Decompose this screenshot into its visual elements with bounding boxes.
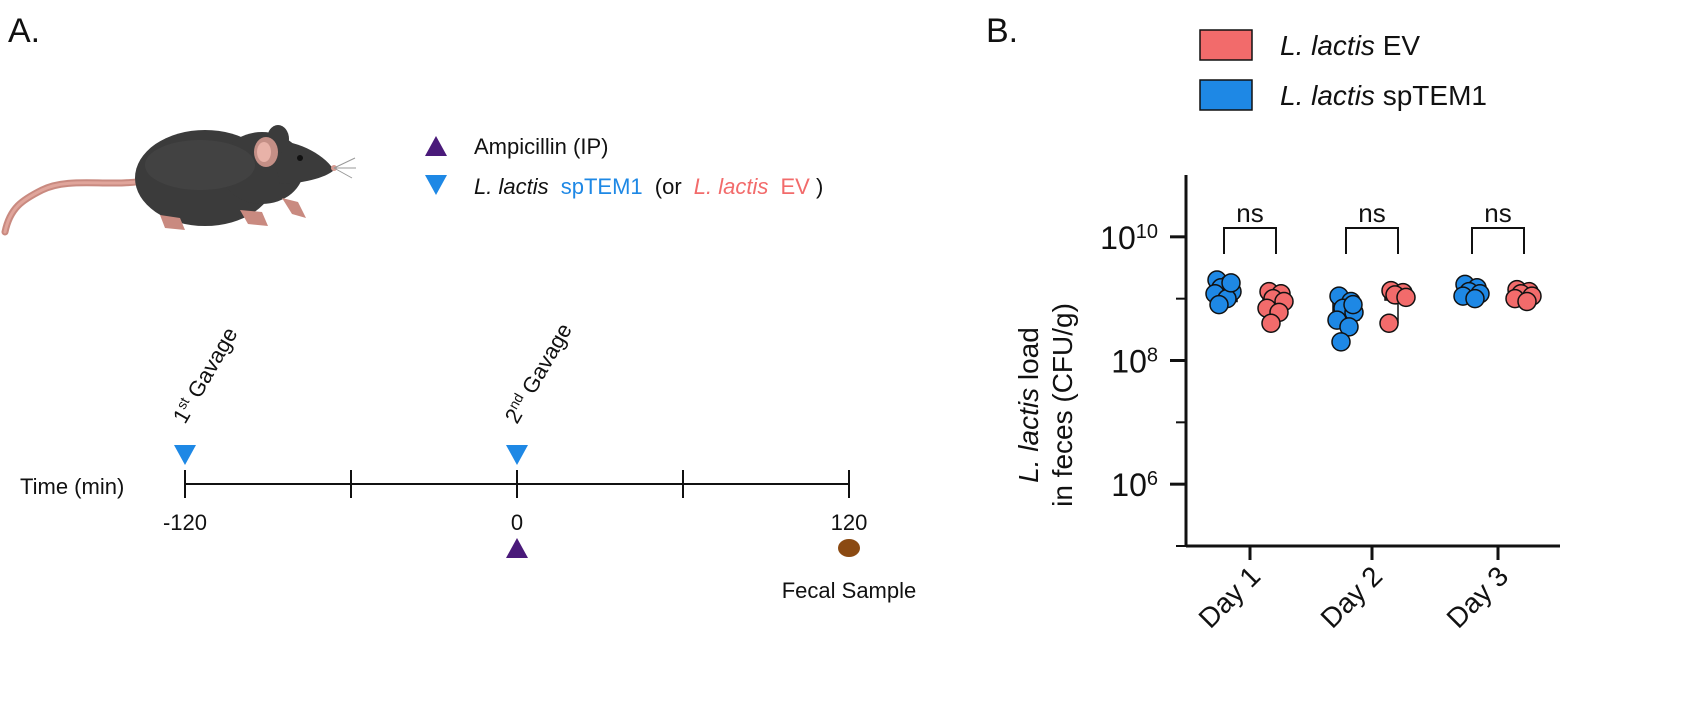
timeline-tick-label: -120 — [163, 510, 207, 535]
significance-label: ns — [1358, 198, 1385, 228]
ampicillin-up-triangle-icon — [425, 136, 447, 156]
significance-bracket — [1223, 227, 1277, 254]
data-point — [1379, 313, 1399, 334]
panel-b-label: B. — [986, 12, 1018, 50]
second-gavage-label: 2nd Gavage — [499, 318, 577, 427]
data-point — [1339, 317, 1359, 337]
fecal-sample-label: Fecal Sample — [782, 578, 917, 603]
data-point — [1465, 288, 1485, 309]
legend-entry-label: L. lactis EV — [1280, 30, 1420, 61]
y-axis-label-rest: load — [1013, 327, 1044, 388]
x-tick-label: Day 1 — [1193, 560, 1267, 634]
y-tick-label: 106 — [1111, 467, 1158, 503]
data-point — [1331, 332, 1351, 352]
first-gavage-marker-icon — [174, 445, 196, 465]
plot-marks: ns ns ns — [1205, 198, 1542, 352]
x-tick-label: Day 2 — [1315, 560, 1389, 634]
second-gavage-sup: nd — [505, 390, 527, 411]
ampicillin-legend-label: Ampicillin (IP) — [474, 134, 608, 159]
timeline-tick-label: 0 — [511, 510, 523, 535]
y-axis-label-line1: L. lactis load — [1013, 327, 1044, 483]
first-gavage-label: 1st Gavage — [167, 322, 243, 427]
x-ticks: Day 1 Day 2 Day 3 — [1193, 546, 1515, 634]
timeline: Time (min) -120 0 120 Fecal Sample 1st Gav… — [20, 318, 917, 603]
strain-alt-open: (or — [655, 174, 682, 199]
data-point — [1209, 294, 1229, 315]
y-tick-label: 108 — [1111, 344, 1158, 380]
y-ticks: 106 108 1010 — [1100, 220, 1186, 547]
x-tick-label: Day 3 — [1441, 560, 1515, 634]
timeline-tick-label: 120 — [831, 510, 868, 535]
legend-entry-label: L. lactis spTEM1 — [1280, 80, 1487, 111]
significance-label: ns — [1236, 198, 1263, 228]
significance-bracket — [1471, 227, 1525, 254]
strain-alt-italic: L. lactis — [694, 174, 769, 199]
second-gavage-word: Gavage — [514, 319, 577, 404]
significance-label: ns — [1484, 198, 1511, 228]
panel-a-label: A. — [8, 12, 40, 50]
gavage-down-triangle-icon — [425, 175, 447, 195]
legend-swatch — [1199, 29, 1253, 61]
data-point — [1517, 291, 1537, 312]
fecal-sample-icon — [838, 539, 860, 557]
strain-legend-label: L. lactis spTEM1 (or L. lactis EV ) — [474, 174, 823, 199]
chart-legend: L. lactis EV L. lactis spTEM1 — [1199, 29, 1487, 111]
y-axis-label-italic: L. lactis — [1013, 388, 1044, 483]
data-point — [1396, 287, 1416, 308]
strain-main: spTEM1 — [561, 174, 643, 199]
legend-swatch — [1199, 79, 1253, 111]
mouse-icon — [1, 125, 356, 236]
data-point — [1343, 294, 1363, 315]
strain-alt-close: ) — [816, 174, 823, 199]
strain-prefix: L. lactis — [474, 174, 549, 199]
second-gavage-marker-icon — [506, 445, 528, 465]
strain-alt-name: EV — [781, 174, 811, 199]
y-axis-label-line2: in feces (CFU/g) — [1047, 303, 1078, 507]
y-tick-label: 1010 — [1100, 220, 1158, 256]
y-axis-label: L. lactis load in feces (CFU/g) — [1013, 303, 1078, 507]
data-point — [1261, 313, 1281, 334]
significance-bracket — [1345, 227, 1399, 254]
ampicillin-marker-icon — [506, 538, 528, 558]
time-axis-label: Time (min) — [20, 474, 124, 499]
data-point — [1221, 273, 1241, 293]
first-gavage-word: Gavage — [179, 323, 242, 408]
